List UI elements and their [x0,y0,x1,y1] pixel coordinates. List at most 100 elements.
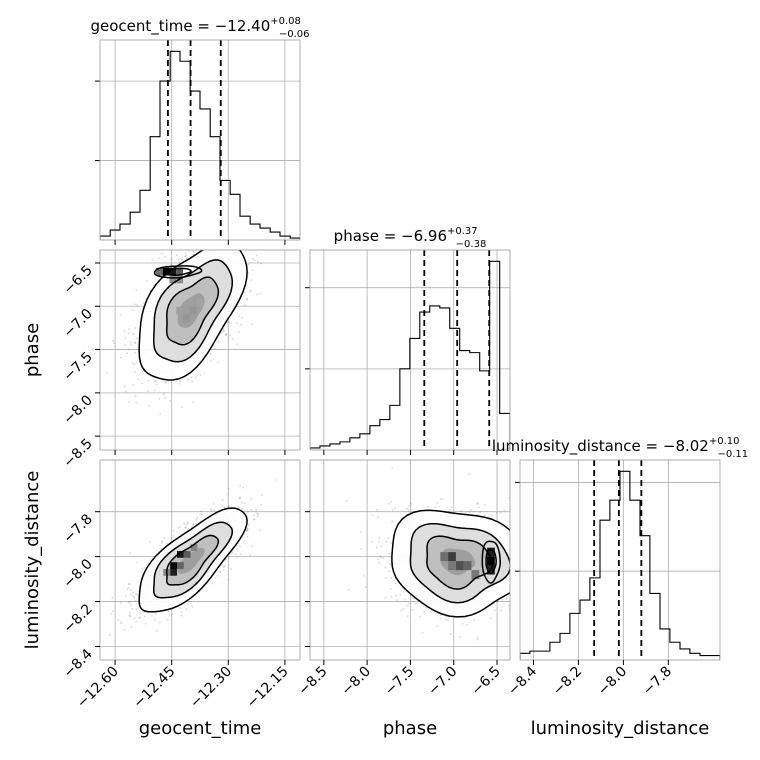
histogram-bar [440,308,450,450]
scatter-point [376,516,379,519]
scatter-point [513,570,515,572]
scatter-point [225,244,227,246]
x-tick-label: −8.4 [505,663,540,698]
scatter-point [158,621,161,624]
scatter-point [167,610,170,613]
scatter-point [137,378,139,381]
scatter-point [184,252,187,255]
x-tick-label: −7.5 [382,664,417,699]
scatter-point [538,548,540,550]
scatter-point [218,245,220,247]
scatter-point [390,595,393,598]
scatter-point [170,258,172,261]
scatter-point [153,379,156,382]
scatter-point [528,577,530,579]
scatter-point [243,502,246,505]
scatter-point [105,371,108,374]
histogram-step [520,470,720,660]
scatter-point [390,577,393,579]
scatter-point [513,572,515,574]
scatter-point [514,564,516,566]
scatter-point [228,246,230,248]
histogram-bar [400,369,410,450]
scatter-point [250,498,253,500]
scatter-point [222,569,225,572]
scatter-point [143,615,146,618]
scatter-point [406,507,409,510]
scatter-point [187,250,190,252]
scatter-point [525,592,527,594]
scatter-point [170,263,173,266]
scatter-point [510,596,512,598]
scatter-point [521,573,523,575]
scatter-point [364,586,367,588]
scatter-point [465,623,468,626]
scatter-point [511,545,513,547]
scatter-point [259,528,262,531]
title-main: luminosity_distance = −8.02 [492,437,709,456]
histogram-bar [670,642,680,660]
scatter-point [163,537,166,540]
scatter-point [265,231,267,233]
scatter-point [227,488,230,491]
scatter-point [438,505,441,508]
scatter-point [125,390,128,393]
scatter-point [134,327,137,330]
scatter-point [256,512,259,515]
title-sup: +0.37 [447,226,478,237]
scatter-point [188,378,190,381]
scatter-point [184,255,187,258]
scatter-point [347,589,350,591]
scatter-point [208,246,210,248]
scatter-point [221,499,224,502]
scatter-point [470,509,473,511]
y-axis-label: phase [22,323,43,377]
scatter-point [256,254,258,257]
scatter-point [387,570,390,573]
scatter-point [223,237,225,239]
scatter-point [109,633,112,636]
scatter-point [238,497,241,500]
scatter-point [499,511,502,514]
scatter-point [400,609,403,612]
scatter-point [530,629,532,631]
scatter-point [231,551,234,554]
scatter-point [200,513,203,516]
scatter-point [379,556,382,559]
scatter-point [501,598,504,601]
scatter-point [247,523,250,526]
density-bin [183,314,190,323]
scatter-point [247,263,250,266]
scatter-point [124,337,127,340]
scatter-point [407,508,410,511]
scatter-point [362,574,365,577]
scatter-point [151,258,154,261]
density-bin [440,552,449,562]
scatter-point [549,620,551,622]
scatter-point [190,376,193,378]
scatter-point [500,609,503,612]
scatter-point [139,616,142,619]
scatter-point [390,500,393,503]
hist-luminosity_distance-frame [519,459,721,661]
hist-geocent_time-content [100,40,300,240]
scatter-point [525,555,527,557]
scatter-point [249,554,252,557]
scatter-point [123,385,126,388]
scatter-point [199,373,202,376]
scatter-point [199,510,202,513]
x-axis-label: geocent_time [139,718,262,739]
scatter-point [213,247,215,249]
scatter-point [534,541,536,543]
scatter-point [375,546,378,549]
scatter-point [169,400,172,403]
histogram-bar [270,232,280,240]
scatter-point [239,553,242,556]
scatter-point [154,618,156,621]
x-tick-label: −7.8 [640,664,675,699]
scatter-point [203,372,206,375]
density-bin [448,552,456,562]
scatter-point [225,234,227,236]
scatter-point [191,400,194,403]
